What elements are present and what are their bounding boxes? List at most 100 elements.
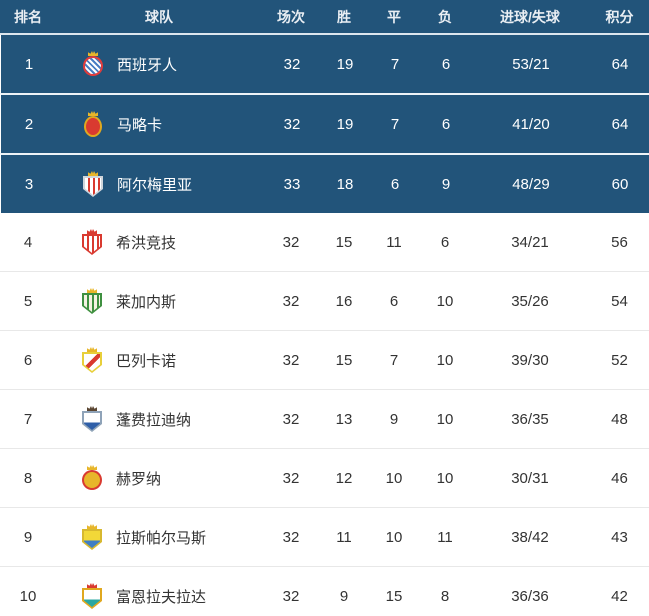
wins-cell: 19 xyxy=(336,55,354,73)
matches-played-cell: 32 xyxy=(282,351,300,369)
team-cell: 马略卡 xyxy=(57,111,263,137)
crown-icon xyxy=(87,288,97,293)
team-name: 希洪竞技 xyxy=(116,234,177,252)
team-cell: 西班牙人 xyxy=(57,51,263,77)
matches-played-cell: 32 xyxy=(283,55,301,73)
almeria-crest-icon xyxy=(82,171,104,197)
crown-icon xyxy=(87,465,97,470)
rank-cell: 7 xyxy=(23,410,33,428)
crown-icon xyxy=(87,524,97,529)
team-cell: 富恩拉夫拉达 xyxy=(56,583,262,609)
crown-icon xyxy=(88,171,98,176)
rank-cell: 5 xyxy=(23,292,33,310)
losses-cell: 8 xyxy=(440,587,450,605)
table-row: 3 阿尔梅里亚 33 18 6 9 48/29 60 xyxy=(0,153,649,213)
table-row: 10 富恩拉夫拉达 32 9 15 8 36/36 42 xyxy=(0,566,649,616)
matches-played-cell: 32 xyxy=(282,587,300,605)
draws-cell: 7 xyxy=(390,55,400,73)
rank-cell: 2 xyxy=(24,115,34,133)
wins-cell: 16 xyxy=(335,292,353,310)
column-header-draw: 平 xyxy=(387,8,401,25)
team-cell: 拉斯帕尔马斯 xyxy=(56,524,262,550)
team-name: 西班牙人 xyxy=(117,56,178,74)
losses-cell: 10 xyxy=(436,292,454,310)
points-cell: 56 xyxy=(611,233,628,251)
rank-cell: 8 xyxy=(23,469,33,487)
crown-icon xyxy=(87,347,97,352)
points-cell: 43 xyxy=(611,528,628,546)
table-row: 8 赫罗纳 32 12 10 10 30/31 46 xyxy=(0,448,649,507)
column-header-played: 场次 xyxy=(277,8,305,25)
goals-for-against-cell: 36/36 xyxy=(511,587,549,605)
points-cell: 52 xyxy=(611,351,628,369)
crown-icon xyxy=(88,111,98,116)
team-cell: 莱加内斯 xyxy=(56,288,262,314)
rank-cell: 10 xyxy=(19,587,37,605)
ponferradina-crest-icon xyxy=(81,406,103,432)
team-cell: 阿尔梅里亚 xyxy=(57,171,263,197)
team-cell: 赫罗纳 xyxy=(56,465,262,491)
goals-for-against-cell: 35/26 xyxy=(511,292,549,310)
team-name: 赫罗纳 xyxy=(116,470,162,488)
column-header-goals: 进球/失球 xyxy=(500,8,560,25)
team-cell: 巴列卡诺 xyxy=(56,347,262,373)
draws-cell: 6 xyxy=(390,175,400,193)
wins-cell: 11 xyxy=(336,528,352,546)
goals-for-against-cell: 48/29 xyxy=(512,175,550,193)
points-cell: 64 xyxy=(611,55,629,73)
draws-cell: 7 xyxy=(389,351,399,369)
losses-cell: 10 xyxy=(436,351,454,369)
table-row: 4 希洪竞技 32 15 11 6 34/21 56 xyxy=(0,213,649,271)
sporting-gijon-crest-icon xyxy=(81,229,103,255)
goals-for-against-cell: 38/42 xyxy=(511,528,549,546)
mallorca-crest-icon xyxy=(82,111,104,137)
draws-cell: 6 xyxy=(389,292,399,310)
table-row: 9 拉斯帕尔马斯 32 11 10 11 38/42 43 xyxy=(0,507,649,566)
wins-cell: 12 xyxy=(335,469,353,487)
points-cell: 64 xyxy=(611,115,629,133)
matches-played-cell: 32 xyxy=(282,410,300,428)
table-body: 1 西班牙人 32 19 7 6 53/21 64 2 马略卡 32 19 7 xyxy=(0,35,649,616)
espanyol-crest-icon xyxy=(82,51,104,77)
table-row: 2 马略卡 32 19 7 6 41/20 64 xyxy=(0,93,649,153)
crown-icon xyxy=(88,51,98,56)
points-cell: 46 xyxy=(611,469,628,487)
matches-played-cell: 32 xyxy=(282,528,300,546)
fuenlabrada-crest-icon xyxy=(81,583,103,609)
points-cell: 42 xyxy=(611,587,628,605)
goals-for-against-cell: 36/35 xyxy=(511,410,549,428)
las-palmas-crest-icon xyxy=(81,524,103,550)
matches-played-cell: 33 xyxy=(283,175,301,193)
draws-cell: 9 xyxy=(389,410,399,428)
rank-cell: 1 xyxy=(24,55,34,73)
points-cell: 48 xyxy=(611,410,628,428)
table-row: 5 莱加内斯 32 16 6 10 35/26 54 xyxy=(0,271,649,330)
matches-played-cell: 32 xyxy=(283,115,301,133)
goals-for-against-cell: 39/30 xyxy=(511,351,549,369)
table-row: 7 蓬费拉迪纳 32 13 9 10 36/35 48 xyxy=(0,389,649,448)
girona-crest-icon xyxy=(81,465,103,491)
draws-cell: 7 xyxy=(390,115,400,133)
team-name: 巴列卡诺 xyxy=(116,352,177,370)
crown-icon xyxy=(87,583,97,588)
losses-cell: 6 xyxy=(441,55,451,73)
team-name: 拉斯帕尔马斯 xyxy=(116,529,207,547)
rank-cell: 9 xyxy=(23,528,33,546)
matches-played-cell: 32 xyxy=(282,469,300,487)
column-header-rank: 排名 xyxy=(14,8,42,25)
team-cell: 希洪竞技 xyxy=(56,229,262,255)
losses-cell: 10 xyxy=(436,410,454,428)
team-name: 马略卡 xyxy=(117,116,163,134)
wins-cell: 13 xyxy=(335,410,353,428)
matches-played-cell: 32 xyxy=(282,292,300,310)
team-name: 莱加内斯 xyxy=(116,293,177,311)
goals-for-against-cell: 34/21 xyxy=(511,233,549,251)
table-row: 6 巴列卡诺 32 15 7 10 39/30 52 xyxy=(0,330,649,389)
draws-cell: 10 xyxy=(385,469,403,487)
goals-for-against-cell: 53/21 xyxy=(512,55,550,73)
team-name: 富恩拉夫拉达 xyxy=(116,588,207,606)
team-cell: 蓬费拉迪纳 xyxy=(56,406,262,432)
rank-cell: 3 xyxy=(24,175,34,193)
losses-cell: 10 xyxy=(436,469,454,487)
